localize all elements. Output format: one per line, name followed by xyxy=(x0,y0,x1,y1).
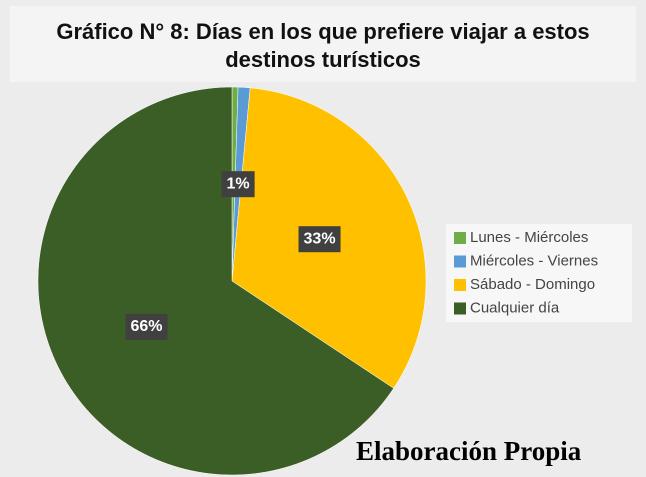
data-label: 33% xyxy=(304,230,336,247)
data-label-box xyxy=(125,313,168,340)
legend-label: Miércoles - Viernes xyxy=(470,252,598,269)
legend-label: Lunes - Miércoles xyxy=(470,229,588,246)
legend-box xyxy=(446,224,632,322)
pie-slice xyxy=(37,86,394,476)
annotation: Elaboración Propia xyxy=(356,436,582,466)
chart-title: Gráfico N° 8: Días en los que prefiere v… xyxy=(10,6,636,82)
legend-swatch xyxy=(454,279,466,291)
legend-label: Cualquier día xyxy=(470,299,560,316)
data-label: 1% xyxy=(226,175,249,192)
legend-swatch xyxy=(454,255,466,268)
data-label: 66% xyxy=(131,318,163,335)
legend-swatch xyxy=(454,232,466,244)
legend-label: Sábado - Domingo xyxy=(470,276,595,293)
data-label-box xyxy=(221,171,255,198)
data-label-box xyxy=(298,226,341,253)
legend-swatch xyxy=(454,302,466,315)
